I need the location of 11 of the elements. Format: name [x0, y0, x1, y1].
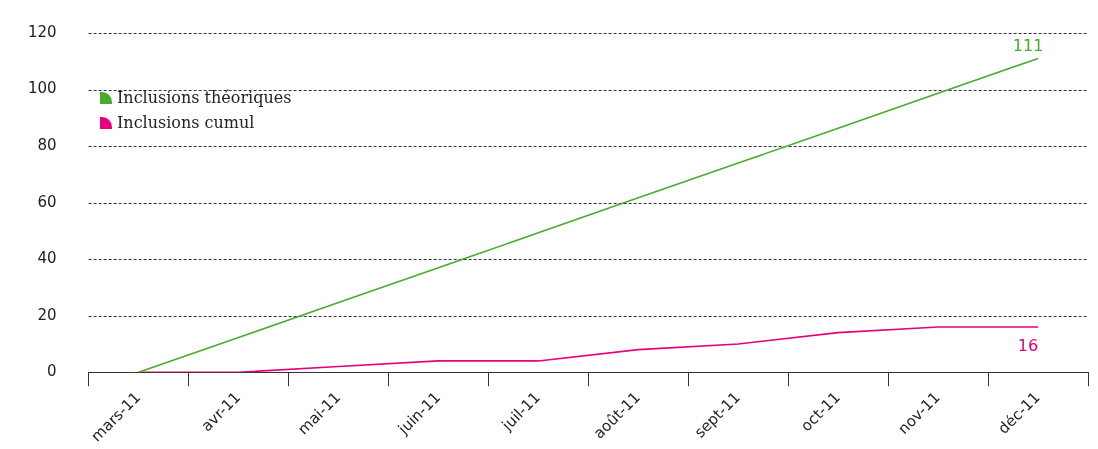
legend-label: Inclusions théoriques: [117, 88, 292, 107]
y-tick-label: 80: [37, 135, 57, 154]
y-tick-label: 20: [37, 305, 57, 324]
y-tick-label: 120: [27, 22, 57, 41]
y-tick-label: 0: [47, 362, 57, 381]
y-tick-label: 100: [27, 79, 57, 98]
legend-label: Inclusions cumul: [117, 113, 255, 132]
y-tick-label: 60: [37, 192, 57, 211]
data-label: 111: [1012, 35, 1044, 55]
y-tick-label: 40: [37, 249, 57, 268]
data-label: 16: [1017, 336, 1039, 356]
